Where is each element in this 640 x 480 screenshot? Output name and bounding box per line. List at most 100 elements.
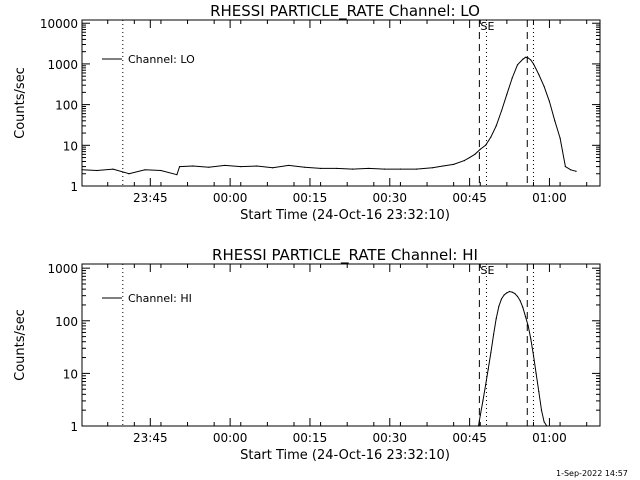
data-point <box>304 166 306 168</box>
y-tick-label: 100 <box>55 315 78 329</box>
y-tick-label: 1000 <box>47 262 78 276</box>
data-point <box>530 338 532 340</box>
x-tick-label: 00:45 <box>452 191 487 205</box>
data-point <box>463 160 465 162</box>
data-point <box>564 165 567 168</box>
chart-title: RHESSI PARTICLE_RATE Channel: LO <box>210 2 480 21</box>
data-point <box>570 169 572 171</box>
series-line <box>81 56 577 176</box>
y-tick-label: 100 <box>55 99 78 113</box>
data-point <box>399 168 402 170</box>
legend-label: Channel: LO <box>128 53 195 66</box>
data-point <box>503 294 505 296</box>
x-axis-label: Start Time (24-Oct-16 23:32:10) <box>240 208 450 223</box>
x-tick-label: 00:30 <box>372 191 407 205</box>
data-point <box>554 120 556 122</box>
data-point <box>516 64 519 66</box>
data-point <box>519 300 521 302</box>
data-point <box>575 170 577 172</box>
data-point <box>514 292 516 295</box>
data-point <box>548 100 551 102</box>
data-point <box>487 368 489 370</box>
data-point <box>495 125 497 127</box>
data-point <box>492 333 495 336</box>
x-tick-label: 23:45 <box>133 431 168 445</box>
data-point <box>453 163 455 165</box>
data-point <box>527 325 529 327</box>
data-point <box>543 85 545 88</box>
y-tick-label: 1 <box>70 420 78 434</box>
x-axis-label: Start Time (24-Oct-16 23:32:10) <box>240 448 450 463</box>
data-point <box>500 110 503 112</box>
marker-label: S <box>480 264 487 277</box>
data-point <box>506 292 508 294</box>
data-point <box>535 372 537 374</box>
data-point <box>484 144 487 146</box>
x-tick-label: 00:00 <box>213 431 248 445</box>
data-point <box>474 153 476 155</box>
data-point <box>484 384 487 386</box>
data-point <box>495 317 497 320</box>
data-point <box>192 165 194 167</box>
plot-timestamp: 1-Sep-2022 14:57 <box>556 469 628 478</box>
data-point <box>479 148 481 150</box>
y-tick-label: 10000 <box>40 17 78 31</box>
data-point <box>469 156 471 159</box>
series-line <box>478 290 548 427</box>
plot-frame <box>81 263 601 427</box>
legend-label: Channel: HI <box>128 292 192 305</box>
marker-label: E <box>487 20 494 33</box>
x-tick-label: 00:15 <box>293 191 328 205</box>
y-tick-label: 1 <box>70 180 78 194</box>
data-point <box>383 168 386 170</box>
chart-title: RHESSI PARTICLE_RATE Channel: HI <box>212 246 478 265</box>
y-axis-label: Counts/sec <box>13 309 28 381</box>
data-point <box>224 164 226 167</box>
x-tick-label: 01:00 <box>532 431 567 445</box>
data-point <box>511 291 513 293</box>
data-point <box>498 305 500 307</box>
data-point <box>490 136 492 138</box>
data-point <box>522 58 524 60</box>
data-point <box>538 73 540 76</box>
y-tick-label: 10 <box>63 367 78 381</box>
data-point <box>442 165 444 167</box>
y-axis-label: Counts/sec <box>13 67 28 139</box>
data-point <box>208 166 210 168</box>
data-point <box>415 168 417 170</box>
data-point <box>540 409 543 411</box>
data-point <box>516 295 519 298</box>
data-point <box>240 165 242 168</box>
data-point <box>479 414 481 416</box>
data-point <box>477 425 480 427</box>
data-point <box>81 169 83 171</box>
data-point <box>367 167 370 170</box>
x-tick-label: 00:00 <box>213 191 248 205</box>
data-point <box>522 306 524 308</box>
data-point <box>351 168 354 170</box>
data-point <box>527 57 529 59</box>
data-point <box>532 63 535 65</box>
data-point <box>538 391 540 393</box>
data-point <box>546 425 548 427</box>
data-point <box>176 174 178 176</box>
data-point <box>272 167 274 169</box>
y-tick-label: 1000 <box>47 58 78 72</box>
data-point <box>524 316 527 318</box>
data-point <box>112 168 114 170</box>
data-point <box>500 298 503 300</box>
data-point <box>482 400 484 402</box>
data-point <box>543 421 545 423</box>
data-point <box>319 167 322 170</box>
data-point <box>128 173 130 175</box>
data-point <box>96 169 98 172</box>
data-point <box>178 165 181 168</box>
data-point <box>524 56 527 58</box>
data-point <box>144 169 146 171</box>
data-point <box>530 59 532 61</box>
data-point <box>532 354 535 356</box>
x-tick-label: 23:45 <box>133 191 168 205</box>
data-point <box>431 167 433 169</box>
y-tick-label: 10 <box>63 139 78 153</box>
